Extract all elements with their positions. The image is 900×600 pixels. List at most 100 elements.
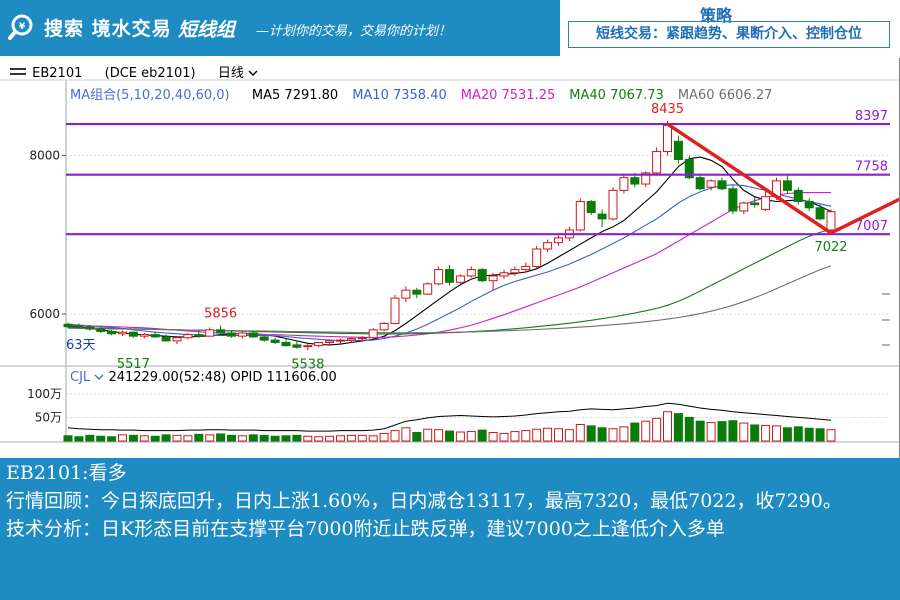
- candle-body: [826, 211, 836, 231]
- volume-bar: [684, 416, 694, 442]
- candle-body: [575, 200, 585, 231]
- level-label-8397: 8397: [855, 109, 888, 124]
- candle: [434, 266, 444, 286]
- price-annotation: 5856: [204, 306, 237, 321]
- volume-bar: [194, 433, 204, 442]
- strategy-text: 短线交易：紧跟趋势、果断介入、控制仓位: [568, 21, 890, 48]
- candle: [368, 328, 378, 339]
- volume-bar: [303, 435, 313, 442]
- candle: [128, 331, 138, 338]
- candle-body: [281, 341, 291, 347]
- candle: [510, 266, 520, 276]
- candle: [292, 341, 302, 349]
- candle-body: [706, 180, 716, 188]
- candle-body: [139, 334, 149, 337]
- candle: [357, 336, 367, 341]
- candle: [336, 338, 345, 344]
- candle: [782, 174, 792, 194]
- period-selector[interactable]: 日线: [218, 66, 258, 81]
- candle: [412, 287, 422, 299]
- volume-bar: [401, 427, 411, 442]
- volume-bar: [96, 435, 106, 442]
- ma-legend-item: MA60 6606.27: [677, 88, 773, 103]
- candle: [750, 196, 760, 208]
- candle: [346, 337, 356, 343]
- candle-body: [205, 329, 215, 337]
- svg-text:¥: ¥: [19, 22, 26, 32]
- volume-bar: [499, 432, 509, 442]
- candle-body: [194, 334, 204, 337]
- candle: [96, 326, 106, 333]
- candle: [216, 325, 226, 335]
- menu-icon[interactable]: [10, 66, 28, 81]
- candle-body: [390, 297, 400, 324]
- ma-group-label[interactable]: MA组合(5,10,20,40,60,0): [70, 88, 230, 103]
- candle-body: [673, 140, 683, 160]
- volume-bar: [85, 434, 95, 442]
- candle: [728, 185, 738, 215]
- candle-body: [96, 328, 106, 332]
- volume-bar: [237, 435, 247, 442]
- ma-line-ma5: [67, 156, 832, 346]
- candle: [423, 282, 433, 295]
- candle: [259, 335, 269, 342]
- level-label-7758: 7758: [855, 160, 888, 175]
- candle-body: [128, 331, 138, 337]
- candle: [172, 336, 182, 345]
- candle-body: [521, 265, 531, 271]
- volume-bar: [455, 431, 465, 442]
- candle: [804, 198, 814, 211]
- candle-body: [455, 275, 465, 283]
- volume-bar: [761, 424, 771, 442]
- volume-legend: CJL 241229.00(52:48) OPID 111606.00: [70, 370, 337, 385]
- volume-bar: [608, 428, 618, 442]
- candle-body: [248, 332, 258, 338]
- commentary-panel: EB2101:看多 行情回顾：今日探底回升，日内上涨1.60%，日内减仓1311…: [0, 458, 900, 600]
- candle: [619, 175, 629, 194]
- candle: [390, 294, 400, 325]
- volume-bar: [379, 432, 389, 442]
- volume-bar: [586, 425, 596, 442]
- candle-body: [782, 180, 792, 191]
- ma-line-ma20: [67, 192, 831, 339]
- period-label: 日线: [217, 66, 244, 81]
- volume-bar: [248, 434, 258, 442]
- volume-bar: [161, 434, 171, 442]
- price-annotation: 5517: [117, 357, 150, 372]
- trend-arrow-line: [666, 122, 899, 235]
- candle: [739, 201, 749, 215]
- candle-body: [107, 330, 117, 335]
- volume-bar: [183, 435, 193, 442]
- group-name: 短线组: [178, 19, 236, 41]
- price-annotation: 5538: [291, 358, 324, 373]
- kline-chart[interactable]: 6000 8000 50万 100万 8397 7758 7007 8435 7022 5856 5…: [0, 58, 899, 462]
- candle-body: [466, 269, 476, 277]
- candle-body: [597, 213, 607, 220]
- price-annotation: 8435: [651, 102, 684, 117]
- candle: [227, 330, 236, 338]
- volume-bar: [706, 422, 716, 442]
- volume-bar: [205, 434, 215, 442]
- candle-body: [434, 269, 444, 285]
- candle-body: [172, 337, 182, 342]
- ma-line-ma10: [67, 184, 832, 342]
- candle: [793, 187, 803, 205]
- candle: [466, 266, 476, 278]
- candle-body: [227, 332, 236, 337]
- ma-legend: MA组合(5,10,20,40,60,0) MA5 7291.80 MA10 73…: [70, 84, 786, 103]
- volume-bar: [510, 431, 520, 442]
- candle: [608, 187, 618, 221]
- volume-bar: [793, 426, 803, 442]
- volume-indicator-name[interactable]: CJL: [70, 370, 91, 385]
- candle: [248, 330, 258, 338]
- volume-bar: [216, 433, 226, 442]
- volume-bar: [423, 428, 433, 442]
- price-annotation: 7022: [814, 240, 847, 255]
- candle: [107, 329, 117, 336]
- volume-bar: [543, 427, 553, 442]
- candle-body: [161, 336, 171, 342]
- ma-legend-item: MA20 7531.25: [460, 88, 556, 103]
- candle: [303, 344, 313, 351]
- open-interest-line: [67, 402, 832, 432]
- candle: [499, 269, 509, 280]
